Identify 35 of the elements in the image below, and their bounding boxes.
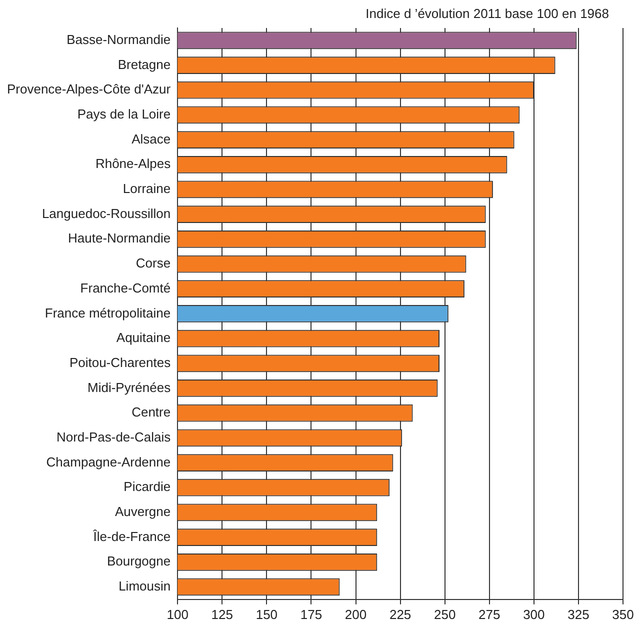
y-tick-label: Bourgogne — [106, 554, 171, 569]
y-tick-label: Limousin — [118, 578, 171, 594]
x-tick-label: 175 — [300, 606, 322, 622]
chart-title: Indice d ’évolution 2011 base 100 en 1968 — [366, 6, 609, 21]
x-tick-label: 325 — [568, 606, 590, 622]
y-tick-label: Alsace — [132, 131, 171, 146]
y-tick-label: Rhône-Alpes — [95, 156, 172, 172]
x-tick-label: 300 — [523, 606, 545, 622]
x-tick-label: 100 — [166, 606, 188, 622]
y-tick-label: Franche-Comté — [80, 280, 171, 296]
y-tick-label: Auvergne — [114, 504, 171, 520]
y-tick-label: Corse — [136, 256, 171, 271]
x-tick-label: 225 — [389, 606, 412, 622]
x-tick-label: 275 — [478, 606, 500, 622]
y-tick-label: Bretagne — [118, 56, 171, 72]
y-tick-label: Basse-Normandie — [66, 32, 171, 47]
y-tick-label: Centre — [132, 404, 171, 420]
y-tick-label: Provence-Alpes-Côte d'Azur — [6, 82, 172, 97]
y-tick-label: Pays de la Loire — [77, 106, 171, 122]
x-tick-label: 250 — [434, 606, 456, 622]
x-tick-label: 350 — [612, 606, 634, 622]
y-tick-label: Picardie — [124, 479, 171, 494]
x-tick-label: 150 — [256, 606, 278, 622]
y-tick-label: Île-de-France — [92, 528, 171, 544]
y-tick-label: Midi-Pyrénées — [88, 380, 172, 395]
y-tick-label: Languedoc-Roussillon — [42, 206, 171, 221]
x-tick-label: 200 — [344, 606, 367, 622]
y-tick-label: Nord-Pas-de-Calais — [56, 429, 172, 444]
y-tick-label: Lorraine — [122, 181, 171, 196]
x-tick-label: 125 — [211, 606, 233, 622]
y-tick-label: Aquitaine — [116, 330, 171, 346]
y-tick-label: France métropolitaine — [44, 305, 171, 320]
y-tick-label: Champagne-Ardenne — [46, 454, 171, 470]
y-tick-label: Poitou-Charentes — [69, 354, 172, 370]
y-tick-label: Haute-Normandie — [68, 230, 171, 246]
